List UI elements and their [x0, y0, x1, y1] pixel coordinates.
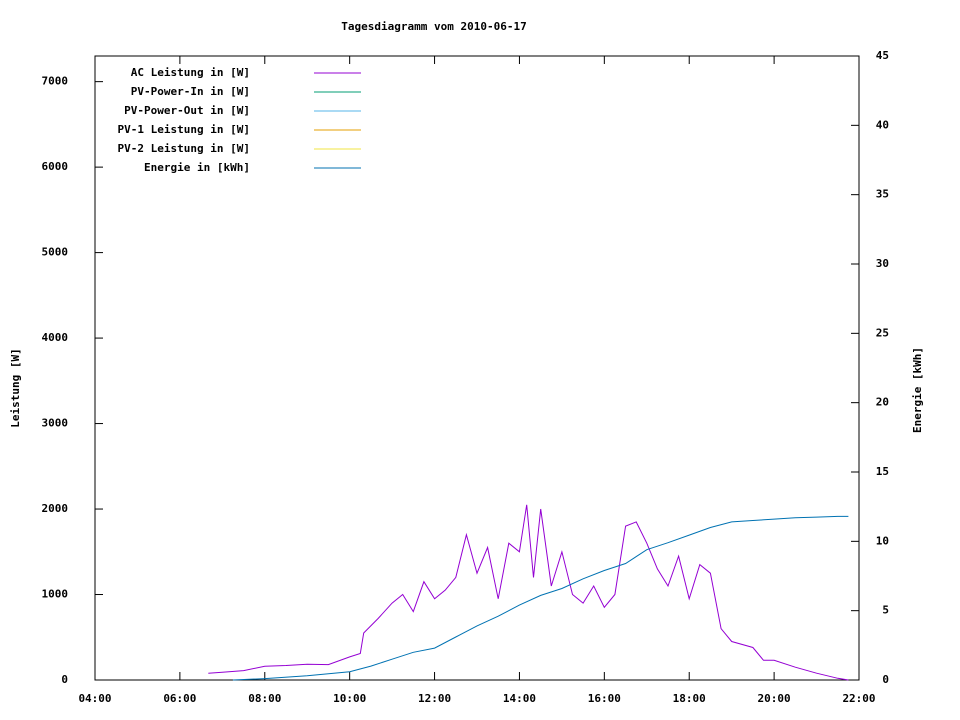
y2-tick-label: 25: [876, 326, 889, 339]
chart-title: Tagesdiagramm vom 2010-06-17: [341, 20, 526, 33]
y2-tick-label: 0: [882, 673, 889, 686]
y2-tick-label: 30: [876, 257, 889, 270]
y-tick-label: 2000: [42, 502, 69, 515]
y-tick-label: 7000: [42, 75, 69, 88]
x-tick-label: 10:00: [333, 692, 366, 705]
plot-frame: [94, 55, 860, 681]
legend-label: PV-Power-Out in [W]: [124, 104, 250, 117]
x-tick-label: 04:00: [78, 692, 111, 705]
x-tick-label: 18:00: [673, 692, 706, 705]
y-tick-label: 6000: [42, 160, 69, 173]
legend-label: Energie in [kWh]: [144, 161, 250, 174]
x-tick-label: 22:00: [842, 692, 875, 705]
x-tick-label: 06:00: [163, 692, 196, 705]
legend-label: PV-Power-In in [W]: [131, 85, 250, 98]
legend-label: PV-1 Leistung in [W]: [118, 123, 250, 136]
y2-tick-label: 35: [876, 188, 889, 201]
y-tick-label: 4000: [42, 331, 69, 344]
y-tick-label: 5000: [42, 246, 69, 259]
y2-tick-label: 10: [876, 534, 889, 547]
y-tick-label: 1000: [42, 588, 69, 601]
series-line: [232, 515, 849, 681]
y2-tick-label: 20: [876, 396, 889, 409]
legend-label: PV-2 Leistung in [W]: [118, 142, 250, 155]
y-axis-label: Leistung [W]: [9, 348, 22, 427]
x-tick-label: 16:00: [588, 692, 621, 705]
x-tick-label: 08:00: [248, 692, 281, 705]
y2-tick-label: 40: [876, 118, 889, 131]
legend-label: AC Leistung in [W]: [131, 66, 250, 79]
x-tick-label: 12:00: [418, 692, 451, 705]
x-tick-label: 20:00: [758, 692, 791, 705]
series-line: [208, 504, 849, 681]
y2-axis-label: Energie [kWh]: [911, 347, 924, 433]
y-tick-label: 3000: [42, 417, 69, 430]
y2-tick-label: 45: [876, 49, 889, 62]
y2-tick-label: 15: [876, 465, 889, 478]
y-tick-label: 0: [61, 673, 68, 686]
x-tick-label: 14:00: [503, 692, 536, 705]
y2-tick-label: 5: [882, 604, 889, 617]
